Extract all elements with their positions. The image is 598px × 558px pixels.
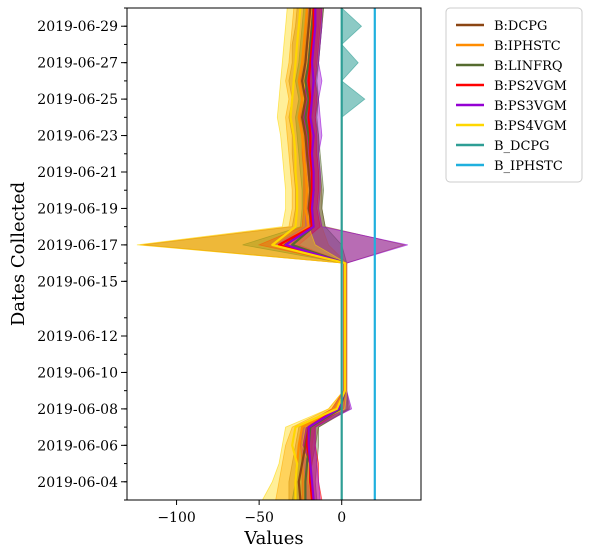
legend-label: B:LINFRQ	[494, 59, 563, 74]
y-tick-label: 2019-06-04	[37, 475, 118, 491]
legend-label: B:DCPG	[494, 19, 547, 34]
y-tick-label: 2019-06-17	[37, 238, 118, 254]
x-ticks: −100 −50 0	[157, 500, 346, 526]
lines-layer	[271, 7, 376, 501]
y-tick-label: 2019-06-06	[37, 438, 118, 454]
y-tick-label: 2019-06-08	[37, 402, 118, 418]
y-axis-title: Dates Collected	[8, 182, 29, 326]
y-tick-label: 2019-06-19	[37, 201, 118, 217]
legend-label: B_IPHSTC	[494, 159, 563, 174]
legend-entry: B_IPHSTC	[456, 159, 563, 174]
y-tick-label: 2019-06-27	[37, 56, 118, 72]
legend-entry: B_DCPG	[456, 139, 550, 154]
legend-entry: B:PS2VGM	[456, 79, 567, 94]
legend-entry: B:PS3VGM	[456, 99, 567, 114]
y-tick-label: 2019-06-10	[37, 365, 118, 381]
series-line-b-ps3vgm	[284, 8, 347, 501]
legend-label: B_DCPG	[494, 139, 550, 154]
legend-entry: B:DCPG	[456, 19, 547, 34]
legend-label: B:PS3VGM	[494, 99, 567, 114]
axes-frame	[126, 7, 422, 501]
x-tick-label: −100	[157, 510, 195, 526]
y-tick-label: 2019-06-12	[37, 329, 118, 345]
y-tick-label: 2019-06-15	[37, 274, 118, 290]
legend-label: B:IPHSTC	[494, 39, 561, 54]
x-axis-title: Values	[243, 528, 303, 549]
x-tick-label: 0	[337, 510, 346, 526]
x-tick-label: −50	[244, 510, 274, 526]
legend: B:DCPG B:IPHSTC B:LINFRQ B:PS2VGM B:PS3VGM B:…	[445, 7, 583, 183]
legend-box	[445, 7, 583, 183]
y-tick-label: 2019-06-23	[37, 129, 118, 145]
legend-label: B:PS4VGM	[494, 119, 567, 134]
y-tick-label: 2019-06-21	[37, 165, 118, 181]
legend-entry: B:IPHSTC	[456, 39, 561, 54]
y-tick-label: 2019-06-29	[37, 19, 118, 35]
bands-layer	[136, 7, 408, 501]
legend-entry: B:PS4VGM	[456, 119, 567, 134]
legend-entry: B:LINFRQ	[456, 59, 563, 74]
series-line-b-ps4vgm	[271, 7, 347, 500]
legend-label: B:PS2VGM	[494, 79, 567, 94]
y-tick-label: 2019-06-25	[37, 92, 118, 108]
y-ticks: 2019-06-04 2019-06-06 2019-06-08 2019-06-10…	[37, 7, 127, 501]
